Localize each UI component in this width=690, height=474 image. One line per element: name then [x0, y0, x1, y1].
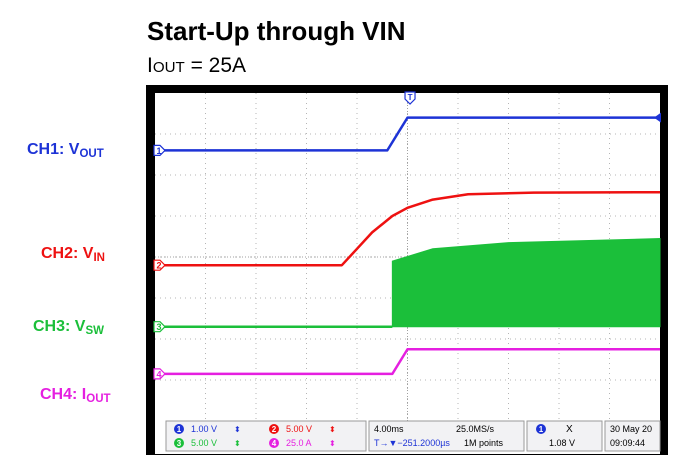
ch1-label-sub: OUT [79, 148, 104, 160]
trigger-source-text: 1 [539, 425, 544, 434]
scope-traces [155, 116, 661, 376]
trigger-marker-label: T [408, 93, 413, 102]
ch1-scale: 1.00 V [191, 424, 217, 434]
ch4-bandwidth-icon: ⬍ [329, 439, 336, 448]
ch4-trace [155, 348, 660, 376]
ch3-scale: 5.00 V [191, 438, 217, 448]
ch4-label: CH4: IOUT [40, 386, 111, 405]
ch1-label: CH1: VOUT [27, 141, 104, 160]
ch2-badge-text: 2 [272, 425, 277, 434]
trigger-panel [526, 420, 603, 452]
time-value: 09:09:44 [610, 438, 645, 448]
ch4-badge [269, 438, 279, 448]
page-subtitle: IOUT = 25A [147, 54, 246, 78]
ch2-scale: 5.00 V [286, 424, 312, 434]
oscilloscope-screen: 1 2 3 4 T 1 1.00 V ⬍ 3 5.00 V ⬍ 2 5.00 V ⬍ 4… [146, 85, 668, 455]
ch1-ground-marker [153, 144, 166, 156]
ch2-ground-marker-label: 2 [156, 261, 161, 271]
channel-settings-panel [165, 420, 367, 452]
ch4-label-sub: OUT [86, 393, 111, 405]
ch2-trace [155, 190, 661, 267]
ch1-badge [174, 424, 184, 434]
ch3-ground-marker [153, 321, 166, 333]
trigger-source-badge [536, 424, 546, 434]
ch3-label: CH3: VSW [33, 318, 105, 337]
ch2-label: CH2: VIN [41, 245, 105, 264]
ch2-badge [269, 424, 279, 434]
datetime-panel [604, 420, 661, 452]
ch1-label-text: CH1: V [27, 141, 80, 158]
timebase-panel [368, 420, 525, 452]
timebase-value: 4.00ms [374, 424, 404, 434]
ch1-trace [155, 116, 660, 152]
page-title: Start-Up through VIN [147, 16, 406, 46]
ch3-label-text: CH3: V [33, 318, 86, 335]
ch4-label-text: CH4: I [40, 386, 87, 403]
ch2-label-text: CH2: V [41, 245, 94, 262]
ch1-level-marker [654, 112, 661, 123]
ch3-bandwidth-icon: ⬍ [234, 439, 241, 448]
trigger-marker [404, 91, 416, 105]
ch1-bandwidth-icon: ⬍ [234, 425, 241, 434]
sample-rate-value: 25.0MS/s [456, 424, 495, 434]
channel-markers: 1 2 3 4 T [153, 91, 661, 380]
trigger-position-value: T→▼−251.2000µs [374, 438, 450, 448]
trigger-type: X [566, 424, 573, 435]
ch3-badge-text: 3 [177, 439, 182, 448]
status-bar: 1 1.00 V ⬍ 3 5.00 V ⬍ 2 5.00 V ⬍ 4 25.0 … [155, 420, 661, 454]
ch4-scale: 25.0 A [286, 438, 312, 448]
date-value: 30 May 20 [610, 424, 652, 434]
ch4-badge-text: 4 [272, 439, 277, 448]
ch4-ground-marker-label: 4 [156, 369, 161, 379]
ch3-ground-marker-label: 3 [156, 322, 161, 332]
subtitle-subscript: OUT [152, 59, 185, 76]
ch3-label-sub: SW [85, 325, 105, 337]
record-length-value: 1M points [464, 438, 504, 448]
ch1-badge-text: 1 [177, 425, 182, 434]
subtitle-prefix: I [147, 54, 153, 77]
ch2-bandwidth-icon: ⬍ [329, 425, 336, 434]
trigger-level-value: 1.08 V [549, 438, 575, 448]
ch2-ground-marker [153, 259, 166, 271]
ch3-badge [174, 438, 184, 448]
ch2-label-sub: IN [93, 252, 105, 264]
subtitle-suffix: = 25A [184, 54, 247, 77]
ch1-ground-marker-label: 1 [156, 146, 161, 156]
ch3-trace [155, 238, 661, 328]
ch4-ground-marker [153, 368, 166, 380]
